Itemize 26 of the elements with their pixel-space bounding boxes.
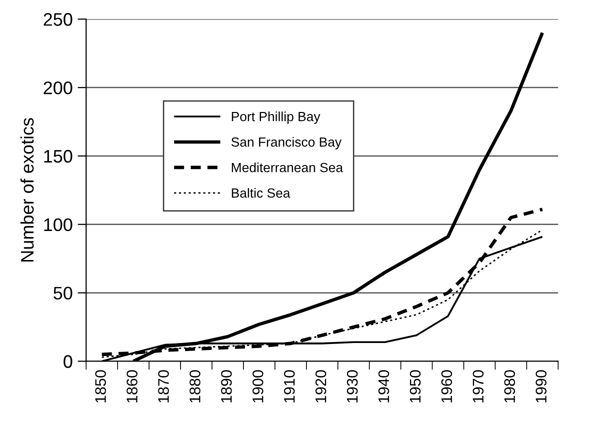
x-tick-label: 1940	[378, 370, 390, 402]
x-tick-label: 1900	[252, 370, 264, 402]
x-tick-label: 1890	[221, 370, 232, 402]
legend-label: Mediterranean Sea	[232, 162, 344, 172]
y-tick-label: 50	[54, 286, 72, 300]
y-tick-label: 100	[44, 218, 72, 232]
y-tick-label: 150	[44, 150, 72, 163]
x-tick-label: 1870	[158, 370, 169, 402]
x-tick-label: 1930	[346, 370, 358, 402]
y-axis-title: Number of exotics	[20, 118, 34, 262]
legend-label: San Francisco Bay	[231, 137, 342, 150]
x-tick-label: 1970	[472, 370, 484, 402]
y-tick-label: 250	[44, 13, 72, 26]
x-tick-label: 1850	[95, 370, 106, 402]
x-tick-label: 1980	[504, 370, 516, 402]
y-tick-label: 0	[64, 355, 72, 368]
legend-label: Baltic Sea	[232, 188, 290, 198]
legend-label: Port Phillip Bay	[232, 112, 320, 124]
x-tick-label: 1860	[126, 370, 138, 402]
x-tick-label: 1950	[410, 370, 421, 402]
x-tick-label: 1960	[441, 370, 452, 402]
x-tick-label: 1910	[284, 370, 295, 402]
x-tick-label: 1920	[315, 370, 326, 402]
y-tick-label: 200	[44, 81, 72, 94]
x-tick-label: 1990	[536, 370, 547, 402]
x-tick-label: 1880	[190, 370, 200, 402]
